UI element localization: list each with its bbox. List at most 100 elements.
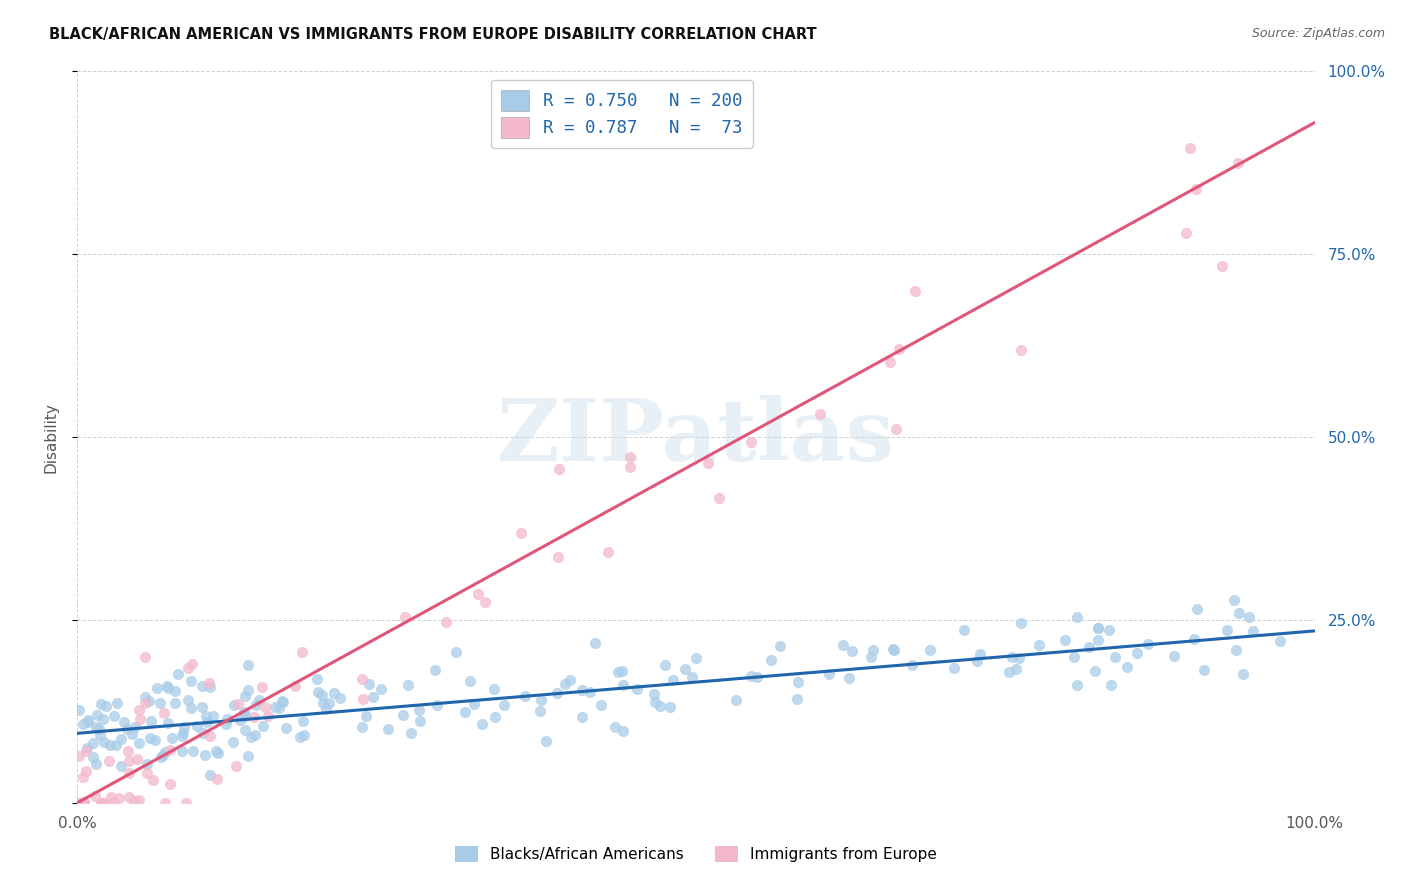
Point bbox=[134, 650, 156, 665]
Point bbox=[67, 796, 90, 810]
Point bbox=[160, 731, 183, 745]
Point bbox=[228, 713, 250, 727]
Point bbox=[818, 667, 841, 681]
Point bbox=[1087, 621, 1109, 635]
Point bbox=[786, 675, 808, 690]
Point bbox=[619, 460, 641, 475]
Point bbox=[226, 698, 249, 712]
Point bbox=[238, 748, 260, 763]
Point bbox=[1116, 659, 1139, 673]
Point bbox=[98, 754, 121, 768]
Point bbox=[232, 705, 254, 719]
Point bbox=[75, 764, 97, 778]
Point bbox=[918, 643, 941, 657]
Point bbox=[76, 740, 98, 755]
Point bbox=[323, 686, 346, 700]
Point bbox=[548, 462, 571, 476]
Point bbox=[239, 730, 262, 744]
Point bbox=[181, 657, 204, 672]
Point bbox=[610, 665, 633, 679]
Point bbox=[110, 731, 132, 746]
Point bbox=[217, 712, 239, 726]
Point bbox=[128, 736, 150, 750]
Point bbox=[256, 708, 278, 723]
Point bbox=[612, 724, 634, 739]
Point bbox=[643, 687, 665, 701]
Point bbox=[786, 692, 808, 706]
Point bbox=[269, 701, 291, 715]
Point bbox=[150, 750, 173, 764]
Point bbox=[271, 694, 294, 708]
Point bbox=[1066, 678, 1088, 692]
Point bbox=[90, 796, 112, 810]
Point bbox=[1098, 623, 1121, 637]
Point bbox=[612, 678, 634, 692]
Point bbox=[423, 664, 446, 678]
Point bbox=[658, 700, 681, 714]
Point bbox=[89, 729, 111, 743]
Point bbox=[1010, 343, 1032, 357]
Point bbox=[673, 662, 696, 676]
Point bbox=[292, 728, 315, 742]
Point bbox=[862, 643, 884, 657]
Point bbox=[170, 743, 193, 757]
Point bbox=[1004, 662, 1026, 676]
Point bbox=[318, 697, 340, 711]
Point bbox=[426, 698, 449, 713]
Point bbox=[648, 698, 671, 713]
Point bbox=[177, 661, 200, 675]
Point bbox=[354, 708, 377, 723]
Point bbox=[546, 686, 568, 700]
Point bbox=[1087, 621, 1109, 635]
Point bbox=[769, 639, 792, 653]
Point bbox=[444, 644, 467, 658]
Point bbox=[90, 698, 112, 712]
Point bbox=[172, 726, 194, 740]
Point bbox=[558, 673, 581, 687]
Point bbox=[134, 690, 156, 704]
Point bbox=[808, 407, 831, 421]
Point bbox=[82, 736, 104, 750]
Point bbox=[82, 749, 104, 764]
Point bbox=[205, 744, 228, 758]
Point bbox=[114, 714, 136, 729]
Point bbox=[115, 722, 138, 736]
Point bbox=[361, 690, 384, 704]
Point bbox=[292, 714, 315, 729]
Point bbox=[884, 422, 907, 436]
Point bbox=[191, 679, 214, 693]
Point bbox=[707, 491, 730, 505]
Point bbox=[159, 777, 181, 791]
Point bbox=[87, 723, 110, 737]
Point bbox=[644, 694, 666, 708]
Point bbox=[107, 696, 129, 710]
Point bbox=[67, 796, 90, 810]
Point bbox=[197, 676, 219, 690]
Point bbox=[86, 721, 108, 735]
Point bbox=[194, 748, 217, 763]
Point bbox=[740, 435, 762, 450]
Text: BLACK/AFRICAN AMERICAN VS IMMIGRANTS FROM EUROPE DISABILITY CORRELATION CHART: BLACK/AFRICAN AMERICAN VS IMMIGRANTS FRO… bbox=[49, 27, 817, 42]
Point bbox=[889, 342, 911, 356]
Point bbox=[98, 738, 121, 752]
Point bbox=[166, 667, 188, 681]
Point bbox=[75, 744, 97, 758]
Point bbox=[315, 702, 337, 716]
Point bbox=[1136, 637, 1159, 651]
Point bbox=[901, 658, 924, 673]
Point bbox=[253, 700, 276, 714]
Point bbox=[1174, 226, 1197, 240]
Point bbox=[236, 658, 259, 673]
Point bbox=[408, 703, 430, 717]
Point bbox=[747, 670, 769, 684]
Point bbox=[136, 757, 159, 772]
Point bbox=[128, 793, 150, 807]
Point bbox=[350, 672, 373, 686]
Point bbox=[72, 717, 94, 731]
Point bbox=[998, 665, 1021, 679]
Point bbox=[329, 690, 352, 705]
Point bbox=[662, 673, 685, 688]
Point bbox=[832, 639, 855, 653]
Point bbox=[1063, 650, 1085, 665]
Point bbox=[904, 285, 927, 299]
